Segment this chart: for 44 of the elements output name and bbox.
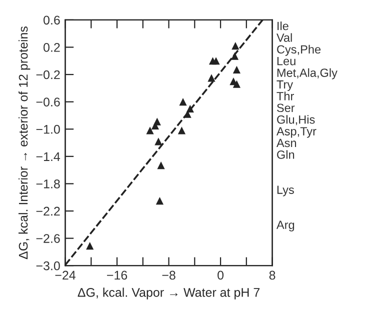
x-tick-label: 8 xyxy=(269,270,276,280)
category-label: Val xyxy=(276,33,292,42)
point xyxy=(179,98,187,106)
category-label: Asp,Tyr xyxy=(276,127,316,138)
point xyxy=(212,57,220,65)
y-tick-label: −2.2 xyxy=(36,206,60,216)
y-tick-label: 0.2 xyxy=(44,43,60,52)
y-tick-label: −1.8 xyxy=(36,180,60,188)
category-label: Try xyxy=(276,80,294,91)
category-label: Asn xyxy=(276,138,296,148)
category-label: Cys,Phe xyxy=(277,44,321,56)
y-tick-label: 0.6 xyxy=(44,16,60,25)
point xyxy=(157,161,165,170)
point xyxy=(232,66,241,74)
point xyxy=(154,138,162,146)
category-label: Lys xyxy=(277,186,294,196)
category-label: Gln xyxy=(277,150,294,159)
category-label: Ser xyxy=(276,104,295,112)
category-label: Thr xyxy=(276,92,294,100)
y-tick-label: −0.2 xyxy=(36,70,60,80)
x-axis-title: ΔG, kcal. Vapor → Water at pH 7 xyxy=(78,288,260,300)
y-axis-title: ΔG, kcal. Interior → exterior of 12 proteins xyxy=(18,26,30,260)
point xyxy=(208,74,216,82)
point xyxy=(151,122,159,130)
x-tick-label: 0 xyxy=(218,270,224,280)
category-label: Ile xyxy=(278,21,288,30)
y-tick-label: −2.6 xyxy=(36,234,60,243)
point xyxy=(86,242,94,250)
point xyxy=(146,126,154,134)
point xyxy=(178,126,186,134)
y-tick-label: −1.0 xyxy=(36,124,60,134)
category-label: Leu xyxy=(277,57,296,66)
x-tick-label: −8 xyxy=(162,270,176,280)
x-tick-label: −16 xyxy=(107,270,128,280)
category-label: Met,Ala,Gly xyxy=(277,68,338,80)
y-tick-label: −3.0 xyxy=(36,261,60,270)
y-tick-label: −1.4 xyxy=(36,152,60,161)
point xyxy=(156,196,164,205)
category-label: Glu,His xyxy=(277,115,315,126)
point xyxy=(232,42,240,50)
y-tick-label: −0.6 xyxy=(36,98,60,106)
category-label: Arg xyxy=(276,220,294,232)
x-tick-label: −24 xyxy=(55,270,76,280)
point xyxy=(232,80,241,88)
